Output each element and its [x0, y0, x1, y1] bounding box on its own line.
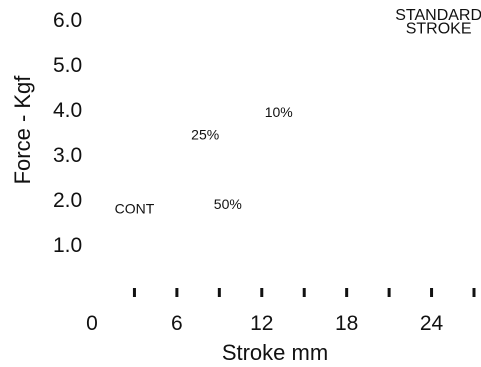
- annotation-label: CONT: [115, 201, 155, 217]
- x-tick-label: 18: [335, 312, 358, 335]
- y-axis-tick-labels: 6.0 5.0 4.0 3.0 2.0 1.0: [53, 9, 82, 257]
- x-axis-ticks: 0 6 12 18 24: [86, 288, 476, 335]
- y-tick-label: 6.0: [53, 9, 82, 32]
- x-tick-label: 24: [420, 312, 444, 335]
- x-tick-label: 6: [171, 312, 183, 335]
- y-tick-label: 4.0: [53, 99, 82, 122]
- x-tick-label: 0: [86, 312, 98, 335]
- x-tick-label: 12: [250, 312, 273, 335]
- y-tick-label: 2.0: [53, 189, 82, 212]
- y-tick-label: 1.0: [53, 234, 82, 257]
- annotation-label: STROKE: [406, 21, 472, 38]
- y-tick-label: 5.0: [53, 54, 82, 77]
- annotation-label: 10%: [265, 104, 293, 120]
- x-axis-title: Stroke mm: [222, 340, 328, 365]
- annotation-label: 50%: [214, 196, 242, 212]
- y-tick-label: 3.0: [53, 144, 82, 167]
- y-axis-title: Force - Kgf: [10, 75, 35, 185]
- annotation-label: STANDARD: [395, 7, 481, 24]
- annotation-label: 25%: [191, 126, 219, 142]
